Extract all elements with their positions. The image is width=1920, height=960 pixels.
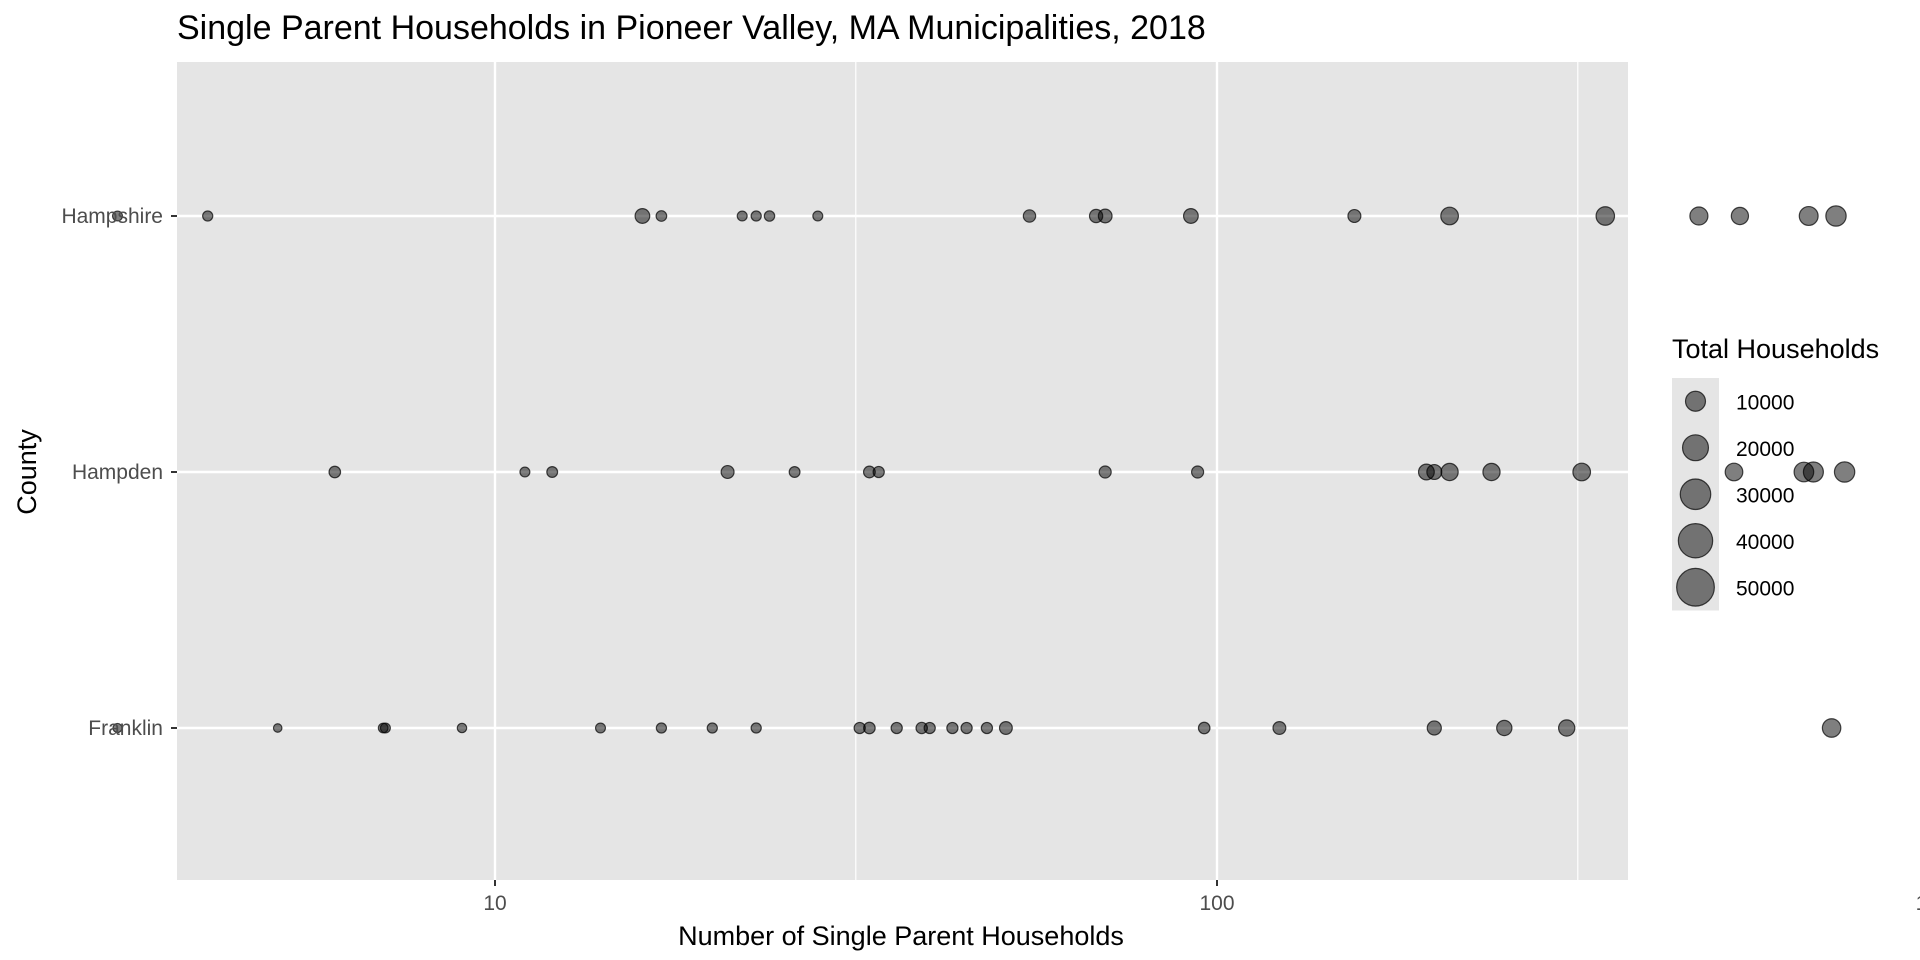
- point-franklin-1: [112, 722, 123, 734]
- point-hampden-2: [519, 466, 531, 478]
- y-axis-title: County: [12, 429, 42, 515]
- point-hampden-4: [720, 464, 735, 480]
- point-hampden-18: [1833, 461, 1856, 483]
- legend-key-4: [1676, 567, 1715, 607]
- point-hampshire-19: [1825, 205, 1847, 227]
- point-hampden-3: [546, 466, 559, 478]
- point-hampden-14: [1572, 462, 1592, 482]
- legend-label-4: 50000: [1736, 577, 1794, 600]
- point-franklin-5: [456, 722, 468, 734]
- point-franklin-8: [706, 722, 718, 734]
- point-hampshire-9: [1022, 209, 1037, 223]
- size-legend: Total Households 10000 20000 30000 40000 500…: [1672, 334, 1879, 611]
- point-franklin-21: [1426, 720, 1442, 736]
- point-hampshire-13: [1347, 208, 1362, 224]
- point-franklin-24: [1821, 718, 1842, 738]
- point-hampshire-2: [202, 210, 214, 222]
- y-tick-label-hampshire: Hampshire: [61, 205, 163, 228]
- plot-panel: [133, 62, 1628, 880]
- axes: 10 100 1000 10000 Hampshire Hampden Franklin: [61, 205, 1920, 915]
- point-hampden-17: [1802, 461, 1824, 483]
- point-hampshire-6: [750, 210, 762, 222]
- point-hampden-5: [788, 466, 801, 478]
- legend-key-2: [1679, 478, 1712, 511]
- point-hampshire-15: [1595, 206, 1616, 226]
- point-franklin-19: [1197, 721, 1211, 735]
- x-tick-label-2: 1000: [1916, 892, 1920, 915]
- point-hampden-1: [328, 465, 342, 479]
- point-hampden-12: [1440, 462, 1459, 482]
- data-points: [111, 205, 1856, 738]
- point-hampshire-4: [655, 210, 668, 222]
- point-hampden-11: [1426, 463, 1443, 481]
- legend-key-1: [1681, 434, 1710, 462]
- point-hampden-13: [1482, 462, 1501, 482]
- point-franklin-4: [379, 722, 391, 734]
- point-hampden-8: [1098, 465, 1112, 479]
- point-hampshire-16: [1689, 206, 1709, 226]
- point-hampden-9: [1190, 465, 1205, 479]
- point-franklin-23: [1557, 719, 1576, 737]
- point-hampshire-12: [1182, 208, 1199, 224]
- legend-title: Total Households: [1672, 334, 1879, 364]
- point-franklin-9: [750, 722, 762, 734]
- point-franklin-11: [863, 721, 876, 735]
- chart-title: Single Parent Households in Pioneer Vall…: [177, 9, 1206, 47]
- point-hampshire-17: [1730, 206, 1750, 226]
- point-hampshire-5: [736, 210, 748, 222]
- point-hampshire-18: [1798, 205, 1819, 227]
- point-franklin-20: [1272, 721, 1287, 735]
- point-hampden-7: [872, 465, 885, 479]
- legend-label-0: 10000: [1736, 391, 1794, 414]
- point-hampshire-11: [1097, 208, 1113, 224]
- point-franklin-12: [890, 721, 903, 735]
- point-hampshire-3: [634, 208, 651, 224]
- point-hampshire-1: [111, 210, 124, 222]
- legend-key-0: [1684, 390, 1707, 412]
- point-hampshire-14: [1440, 206, 1460, 226]
- point-franklin-2: [272, 723, 283, 733]
- point-franklin-22: [1496, 719, 1513, 737]
- point-hampden-15: [1724, 462, 1744, 482]
- point-hampshire-8: [812, 210, 824, 222]
- point-franklin-17: [980, 721, 994, 735]
- y-tick-label-franklin: Franklin: [88, 717, 163, 740]
- legend-key-3: [1677, 522, 1714, 559]
- point-franklin-7: [655, 722, 668, 734]
- point-franklin-15: [946, 721, 959, 735]
- point-hampshire-7: [763, 210, 776, 222]
- point-franklin-6: [594, 722, 607, 734]
- legend-label-2: 30000: [1736, 484, 1794, 507]
- x-axis-title: Number of Single Parent Households: [678, 921, 1124, 951]
- point-franklin-18: [998, 721, 1013, 735]
- x-tick-label-0: 10: [483, 892, 506, 915]
- point-franklin-16: [960, 721, 973, 735]
- legend-label-3: 40000: [1736, 531, 1794, 554]
- y-tick-label-hampden: Hampden: [72, 461, 163, 484]
- x-tick-label-1: 100: [1199, 892, 1234, 915]
- point-franklin-14: [923, 721, 936, 735]
- legend-label-1: 20000: [1736, 438, 1794, 461]
